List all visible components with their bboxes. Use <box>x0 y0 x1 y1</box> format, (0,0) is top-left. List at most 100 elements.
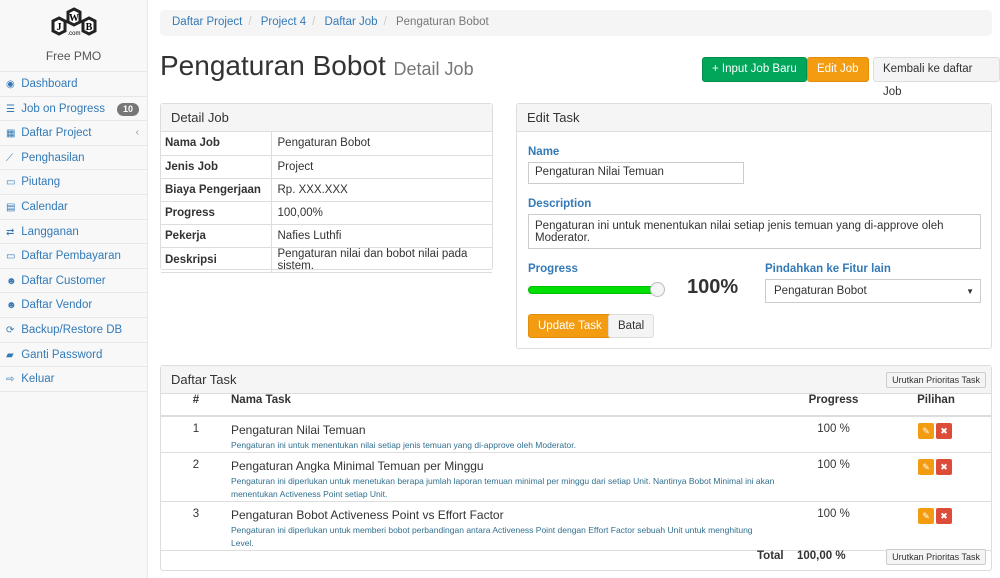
task-description: Pengaturan ini untuk menentukan nilai se… <box>231 440 576 450</box>
panel-title: Edit Task <box>517 104 991 132</box>
breadcrumb: Daftar Project / Project 4/ Daftar Job / P… <box>160 10 992 36</box>
edit-icon[interactable]: ✎ <box>918 508 934 524</box>
edit-icon[interactable]: ✎ <box>918 459 934 475</box>
sidebar: J W B .com Free PMO ◉ Dashboard ☰ Job on … <box>0 0 148 578</box>
dashboard-icon: ◉ <box>6 79 15 90</box>
sidebar-item-dashboard[interactable]: ◉ Dashboard <box>0 72 147 97</box>
detail-value: Rp. XXX.XXX <box>271 178 492 202</box>
move-feature-label: Pindahkan ke Fitur lain <box>765 263 891 275</box>
description-label: Description <box>528 198 592 210</box>
sidebar-item-label: Calendar <box>21 200 68 213</box>
sidebar-item-langganan[interactable]: ⇄ Langganan <box>0 220 147 245</box>
title-text: Pengaturan Bobot <box>160 50 386 81</box>
sort-priority-button-bottom[interactable]: Urutkan Prioritas Task <box>886 549 986 565</box>
detail-value: Pengaturan nilai dan bobot nilai pada si… <box>271 247 492 273</box>
detail-key: Pekerja <box>161 224 272 248</box>
retweet-icon: ⇄ <box>6 226 15 238</box>
name-input[interactable]: Pengaturan Nilai Temuan <box>528 162 744 184</box>
description-textarea[interactable]: Pengaturan ini untuk menentukan nilai se… <box>528 214 981 249</box>
detail-row: Jenis Job Project <box>161 155 492 179</box>
lock-icon: ▰ <box>6 349 14 361</box>
sidebar-item-penghasilan[interactable]: ⟋ Penghasilan <box>0 146 147 171</box>
panel-title: Detail Job <box>161 104 492 132</box>
logo[interactable]: J W B .com Free PMO <box>0 0 147 72</box>
delete-icon[interactable]: ✖ <box>936 459 952 475</box>
sidebar-item-backup-restore-db[interactable]: ⟳ Backup/Restore DB <box>0 318 147 343</box>
detail-row: Progress 100,00% <box>161 201 492 225</box>
edit-job-button[interactable]: Edit Job <box>807 57 869 82</box>
progress-slider-handle[interactable] <box>650 282 665 297</box>
breadcrumb-daftar-project[interactable]: Daftar Project <box>172 16 243 28</box>
move-feature-select[interactable]: Pengaturan Bobot ▼ <box>765 279 981 303</box>
sort-priority-button-top[interactable]: Urutkan Prioritas Task <box>886 372 986 388</box>
detail-key: Nama Job <box>161 132 272 156</box>
list-icon: ☰ <box>6 103 15 115</box>
progress-slider[interactable] <box>528 282 665 297</box>
progress-value: 100% <box>687 276 739 298</box>
delete-icon[interactable]: ✖ <box>936 508 952 524</box>
jwb-logo-icon: J W B .com <box>51 7 96 37</box>
back-to-job-list-button[interactable]: Kembali ke daftar Job <box>873 57 1000 98</box>
refresh-icon: ⟳ <box>6 324 15 336</box>
cancel-button[interactable]: Batal <box>608 314 655 338</box>
edit-icon[interactable]: ✎ <box>918 423 934 439</box>
detail-key: Progress <box>161 201 272 225</box>
name-label: Name <box>528 146 560 158</box>
sidebar-item-label: Ganti Password <box>21 348 103 361</box>
sidebar-item-daftar-project[interactable]: ▦ Daftar Project ‹ <box>0 121 147 146</box>
calendar-icon: ▤ <box>6 201 16 213</box>
money-icon: ▭ <box>6 177 16 189</box>
detail-value: 100,00% <box>271 201 492 225</box>
sidebar-item-label: Backup/Restore DB <box>21 323 123 336</box>
money-icon: ▭ <box>6 251 16 263</box>
sidebar-item-piutang[interactable]: ▭ Piutang <box>0 170 147 195</box>
task-progress: 100 % <box>786 452 881 502</box>
delete-icon[interactable]: ✖ <box>936 423 952 439</box>
sidebar-item-label: Daftar Pembayaran <box>21 250 121 263</box>
sidebar-item-daftar-pembayaran[interactable]: ▭ Daftar Pembayaran <box>0 244 147 269</box>
task-name: Pengaturan Nilai Temuan <box>231 423 366 437</box>
sidebar-item-label: Job on Progress <box>21 102 105 115</box>
edit-task-panel: Edit Task Name Pengaturan Nilai Temuan D… <box>516 103 992 349</box>
chevron-left-icon[interactable]: ‹ <box>135 127 139 139</box>
task-number: 1 <box>161 416 231 453</box>
progress-label: Progress <box>528 263 578 275</box>
sidebar-item-calendar[interactable]: ▤ Calendar <box>0 195 147 220</box>
col-task-name: Nama Task <box>231 394 786 417</box>
svg-text:W: W <box>69 13 79 24</box>
detail-row: Pekerja Nafies Luthfi <box>161 224 492 248</box>
svg-text:.com: .com <box>67 31 80 37</box>
total-label: Total <box>757 550 784 562</box>
sidebar-item-keluar[interactable]: ⇨ Keluar <box>0 367 147 392</box>
sidebar-item-label: Dashboard <box>21 78 78 90</box>
brand-name: Free PMO <box>45 49 102 63</box>
task-progress: 100 % <box>786 501 881 551</box>
task-number: 2 <box>161 452 231 502</box>
task-number: 3 <box>161 501 231 551</box>
breadcrumb-daftar-job[interactable]: Daftar Job <box>324 16 378 28</box>
detail-key: Deskripsi <box>161 247 272 273</box>
sidebar-item-label: Piutang <box>21 176 61 189</box>
task-progress: 100 % <box>786 416 881 453</box>
sidebar-item-daftar-vendor[interactable]: ☻ Daftar Vendor <box>0 293 147 318</box>
sidebar-item-label: Daftar Project <box>21 127 92 140</box>
sidebar-item-label: Daftar Customer <box>21 274 106 287</box>
sidebar-item-ganti-password[interactable]: ▰ Ganti Password <box>0 343 147 368</box>
users-icon: ☻ <box>6 300 17 312</box>
detail-job-panel: Detail Job Nama Job Pengaturan Bobot Jenis… <box>160 103 493 273</box>
col-progress: Progress <box>786 394 881 417</box>
sign-out-icon: ⇨ <box>6 374 15 386</box>
task-description: Pengaturan ini diperlukan untuk menetuka… <box>231 476 775 499</box>
sidebar-item-job-on-progress[interactable]: ☰ Job on Progress 10 <box>0 97 147 122</box>
sidebar-item-label: Langganan <box>21 225 79 238</box>
table-row: 2 Pengaturan Angka Minimal Temuan per Mi… <box>161 452 991 502</box>
breadcrumb-project[interactable]: Project 4 <box>260 16 307 28</box>
update-task-button[interactable]: Update Task <box>528 314 612 338</box>
input-job-baru-button[interactable]: + Input Job Baru <box>702 57 807 82</box>
sidebar-item-label: Penghasilan <box>21 151 85 164</box>
sidebar-item-label: Daftar Vendor <box>21 299 93 312</box>
caret-down-icon: ▼ <box>966 287 974 296</box>
detail-row: Nama Job Pengaturan Bobot <box>161 132 492 156</box>
table-row: 3 Pengaturan Bobot Activeness Point vs E… <box>161 501 991 551</box>
sidebar-item-daftar-customer[interactable]: ☻ Daftar Customer <box>0 269 147 294</box>
